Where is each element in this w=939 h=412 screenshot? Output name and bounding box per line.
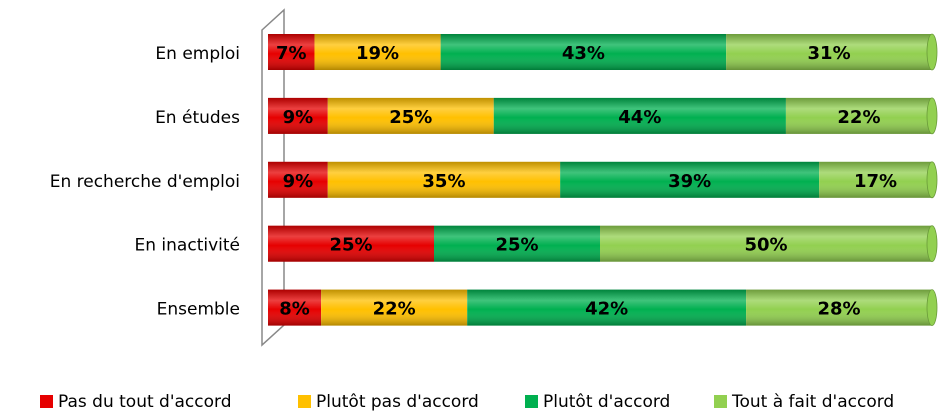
category-label: En inactivité xyxy=(135,236,240,256)
data-label: 39% xyxy=(668,171,711,192)
category-label: En emploi xyxy=(155,44,240,64)
bar-shading xyxy=(268,34,932,70)
bar-end xyxy=(926,225,938,263)
plot-area: En emploi 7% 19% 43% 31% En études 9% 25% 44% 22%… xyxy=(50,33,938,327)
data-label: 31% xyxy=(808,43,851,64)
data-label: 28% xyxy=(817,299,860,320)
legend-label: Plutôt d'accord xyxy=(543,392,670,412)
data-label: 17% xyxy=(854,171,897,192)
data-label: 19% xyxy=(356,43,399,64)
legend-swatch xyxy=(714,395,727,408)
bar-end xyxy=(926,97,938,135)
data-label: 25% xyxy=(329,235,372,256)
legend-swatch xyxy=(40,395,53,408)
data-label: 25% xyxy=(389,107,432,128)
data-label: 42% xyxy=(585,299,628,320)
legend-label: Tout à fait d'accord xyxy=(731,392,894,412)
data-label: 22% xyxy=(373,299,416,320)
data-label: 43% xyxy=(562,43,605,64)
legend-label: Pas du tout d'accord xyxy=(58,392,232,412)
category-label: En études xyxy=(155,108,240,128)
legend-swatch xyxy=(298,395,311,408)
bar-shading xyxy=(268,225,932,262)
data-label: 7% xyxy=(276,43,307,64)
bar-end xyxy=(926,33,938,71)
data-label: 9% xyxy=(283,107,314,128)
data-label: 22% xyxy=(837,107,880,128)
category-label: En recherche d'emploi xyxy=(50,172,240,192)
data-label: 8% xyxy=(279,299,310,320)
data-label: 50% xyxy=(744,235,787,256)
category-label: Ensemble xyxy=(157,300,240,320)
data-label: 25% xyxy=(495,235,538,256)
bar-end xyxy=(926,289,938,327)
legend-label: Plutôt pas d'accord xyxy=(316,392,479,412)
data-label: 44% xyxy=(618,107,661,128)
bar-shading xyxy=(268,161,932,198)
legend-swatch xyxy=(525,395,538,408)
bar-shading xyxy=(268,289,932,326)
legend: Pas du tout d'accord Plutôt pas d'accord P… xyxy=(40,392,894,412)
bar-shading xyxy=(268,97,932,134)
bar-end xyxy=(926,161,938,199)
data-label: 9% xyxy=(283,171,314,192)
data-label: 35% xyxy=(422,171,465,192)
